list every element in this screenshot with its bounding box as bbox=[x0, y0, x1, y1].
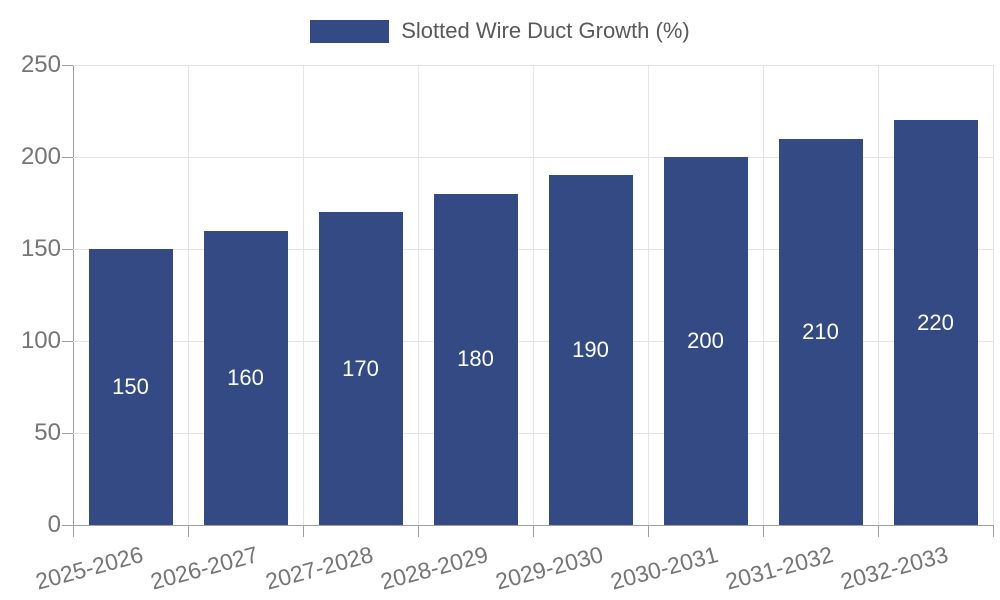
plot-area: 150 160 170 180 190 200 210 220 bbox=[73, 64, 994, 525]
bar-2028-2029: 180 bbox=[433, 193, 518, 525]
legend-item-slotted-wire-duct-growth[interactable]: Slotted Wire Duct Growth (%) bbox=[310, 18, 690, 44]
legend-color-swatch bbox=[310, 19, 390, 43]
y-tick-label-250: 250 bbox=[20, 51, 61, 78]
x-tick-label-2028-2029: 2028-2029 bbox=[377, 541, 491, 595]
bar-value-label: 220 bbox=[917, 309, 954, 335]
bar-value-label: 210 bbox=[802, 318, 839, 344]
bar-2025-2026: 150 bbox=[88, 249, 173, 525]
bar-value-label: 160 bbox=[227, 364, 264, 390]
x-tick-label-2029-2030: 2029-2030 bbox=[492, 541, 606, 595]
legend-label: Slotted Wire Duct Growth (%) bbox=[401, 18, 690, 43]
x-tick-mark bbox=[993, 525, 994, 537]
x-tick-mark bbox=[188, 525, 189, 537]
x-tick-mark bbox=[73, 525, 74, 537]
v-gridline-6 bbox=[762, 65, 764, 525]
x-tick-label-2027-2028: 2027-2028 bbox=[262, 541, 376, 595]
bar-value-label: 180 bbox=[457, 346, 494, 372]
x-tick-mark bbox=[303, 525, 304, 537]
x-tick-mark bbox=[763, 525, 764, 537]
y-tick-mark bbox=[62, 524, 73, 526]
x-tick-mark bbox=[418, 525, 419, 537]
bar-2026-2027: 160 bbox=[203, 230, 288, 525]
bar-value-label: 200 bbox=[687, 328, 724, 353]
v-gridline-4 bbox=[532, 65, 534, 525]
x-tick-label-2026-2027: 2026-2027 bbox=[147, 541, 261, 595]
y-tick-mark bbox=[62, 156, 73, 158]
y-tick-mark bbox=[62, 248, 73, 250]
bar-value-label: 190 bbox=[572, 337, 609, 363]
x-tick-label-2032-2033: 2032-2033 bbox=[837, 541, 951, 595]
y-axis-line bbox=[73, 65, 74, 526]
v-gridline-1 bbox=[187, 65, 189, 525]
v-gridline-7 bbox=[877, 65, 879, 525]
bar-2030-2031: 200 bbox=[663, 157, 748, 525]
x-tick-mark bbox=[648, 525, 649, 537]
y-tick-mark bbox=[62, 340, 73, 342]
v-gridline-5 bbox=[647, 65, 649, 525]
y-tick-mark bbox=[62, 432, 73, 434]
y-tick-label-0: 0 bbox=[47, 511, 61, 538]
v-gridline-3 bbox=[417, 65, 419, 525]
y-tick-label-150: 150 bbox=[20, 235, 61, 262]
x-tick-label-2030-2031: 2030-2031 bbox=[607, 541, 721, 595]
v-gridline-8 bbox=[992, 65, 994, 525]
y-tick-label-100: 100 bbox=[20, 327, 61, 354]
bar-2031-2032: 210 bbox=[778, 138, 863, 525]
v-gridline-2 bbox=[302, 65, 304, 525]
bar-2032-2033: 220 bbox=[893, 120, 978, 525]
y-tick-label-50: 50 bbox=[34, 419, 61, 446]
x-tick-label-2031-2032: 2031-2032 bbox=[722, 541, 836, 595]
bar-value-label: 170 bbox=[342, 355, 379, 381]
x-tick-mark bbox=[533, 525, 534, 537]
x-tick-mark bbox=[878, 525, 879, 537]
x-tick-label-2025-2026: 2025-2026 bbox=[32, 541, 146, 595]
chart-legend: Slotted Wire Duct Growth (%) bbox=[0, 18, 1000, 44]
bar-2029-2030: 190 bbox=[548, 175, 633, 525]
bar-value-label: 150 bbox=[112, 374, 149, 399]
y-tick-label-200: 200 bbox=[20, 143, 61, 170]
bar-2027-2028: 170 bbox=[318, 212, 403, 525]
y-tick-mark bbox=[62, 64, 73, 66]
